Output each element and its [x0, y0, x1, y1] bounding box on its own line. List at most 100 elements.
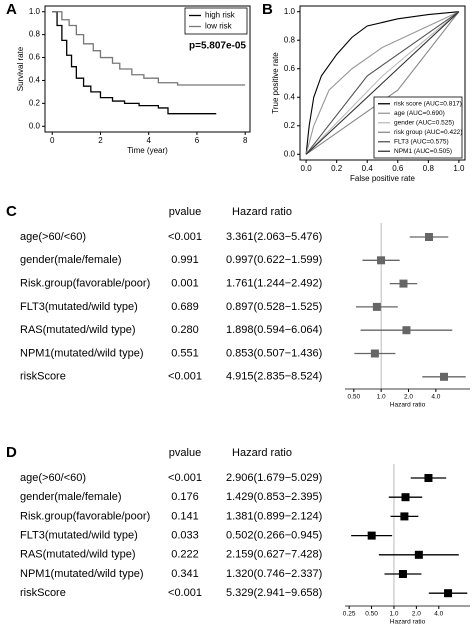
legend-label: risk score (AUC=0.817) — [394, 100, 462, 107]
legend-label: FLT3 (AUC=0.575) — [394, 138, 449, 145]
row-label: riskScore — [20, 587, 66, 599]
hazard-ratio-box — [372, 302, 381, 311]
series-line — [305, 11, 460, 155]
legend-label: high risk — [205, 11, 236, 20]
x-tick-label: 1.0 — [377, 394, 386, 401]
hazard-ratio-label: 4.915(2.835−8.524) — [226, 371, 322, 383]
y-tick-label: 0.8 — [284, 35, 296, 44]
x-tick-label: 4 — [146, 136, 151, 145]
x-tick-label: 0.8 — [423, 164, 435, 173]
legend-box — [184, 7, 248, 35]
legend-label: low risk — [205, 22, 233, 31]
hazard-ratio-label: 1.320(0.746−2.337) — [226, 568, 322, 580]
x-tick-label: 4.0 — [431, 394, 440, 401]
hazard-ratio-label: 1.761(1.244−2.492) — [226, 278, 322, 290]
row-label: FLT3(mutated/wild type) — [20, 301, 138, 313]
hazard-ratio-box — [400, 512, 409, 521]
hazard-ratio-box — [444, 589, 453, 598]
p-value: 0.222 — [171, 549, 199, 561]
panel-label: A — [6, 1, 17, 18]
p-value: <0.001 — [168, 231, 202, 243]
row-label: Risk.group(favorable/poor) — [20, 278, 150, 290]
row-label: gender(male/female) — [20, 491, 122, 503]
x-tick-label: 0.2 — [331, 164, 343, 173]
hazard-ratio-box — [414, 550, 423, 559]
row-label: riskScore — [20, 371, 66, 383]
hazard-ratio-box — [439, 372, 448, 381]
column-header: Hazard ratio — [232, 447, 292, 459]
row-label: NPM1(mutated/wild type) — [20, 347, 144, 359]
hazard-ratio-box — [402, 326, 411, 335]
hazard-ratio-label: 1.381(0.899−2.124) — [226, 510, 322, 522]
p-value: <0.001 — [168, 371, 202, 383]
p-value: <0.001 — [168, 587, 202, 599]
p-value: 0.280 — [171, 324, 199, 336]
row-label: NPM1(mutated/wild type) — [20, 568, 144, 580]
x-tick-label: 0.4 — [362, 164, 374, 173]
x-tick-label: 0.0 — [301, 164, 313, 173]
y-axis-label: True positive rate — [271, 52, 280, 114]
hazard-ratio-box — [401, 493, 410, 502]
x-axis-label: Hazard ratio — [390, 619, 426, 626]
p-value: 0.341 — [171, 568, 199, 580]
row-label: age(>60/<60) — [20, 231, 86, 243]
x-tick-label: 0.50 — [365, 611, 378, 618]
series-line — [52, 11, 246, 86]
p-value: 0.176 — [171, 491, 199, 503]
x-tick-label: 4.0 — [434, 611, 443, 618]
y-tick-label: 0.0 — [29, 121, 41, 130]
x-tick-label: 0.6 — [392, 164, 404, 173]
hazard-ratio-label: 0.502(0.266−0.945) — [226, 530, 322, 542]
plot-frame — [44, 5, 251, 133]
panel-label: B — [262, 1, 273, 18]
row-label: RAS(mutated/wild type) — [20, 324, 136, 336]
y-tick-label: 0.6 — [29, 53, 41, 62]
hazard-ratio-label: 2.159(0.627−7.428) — [226, 549, 322, 561]
column-header: pvalue — [169, 447, 201, 459]
hazard-ratio-box — [370, 349, 379, 358]
row-label: Risk.group(favorable/poor) — [20, 510, 150, 522]
x-axis-label: False positive rate — [350, 174, 415, 183]
y-tick-label: 1.0 — [284, 7, 296, 16]
panel-label: D — [6, 444, 17, 461]
panel-label: C — [6, 203, 17, 220]
p-value-annotation: p=5.807e-05 — [189, 41, 246, 52]
series-line — [52, 11, 217, 115]
x-tick-label: 1.0 — [389, 611, 398, 618]
hazard-ratio-label: 3.361(2.063−5.476) — [226, 231, 322, 243]
x-tick-label: 2.0 — [404, 394, 413, 401]
y-tick-label: 0.0 — [284, 149, 296, 158]
legend-label: gender (AUC=0.525) — [394, 119, 454, 126]
legend-label: NPM1 (AUC=0.505) — [394, 148, 452, 155]
x-tick-label: 0.50 — [347, 394, 360, 401]
x-tick-label: 8 — [243, 136, 248, 145]
x-axis-label: Hazard ratio — [390, 402, 426, 409]
hazard-ratio-box — [398, 570, 407, 578]
y-tick-label: 0.8 — [29, 30, 41, 39]
p-value: 0.001 — [171, 278, 199, 290]
hazard-ratio-box — [399, 279, 408, 288]
hazard-ratio-label: 0.997(0.622−1.599) — [226, 254, 322, 266]
y-tick-label: 0.6 — [284, 64, 296, 73]
row-label: FLT3(mutated/wild type) — [20, 530, 138, 542]
series-line — [305, 11, 459, 155]
x-tick-label: 0 — [50, 136, 55, 145]
series-line — [305, 11, 460, 155]
series-line — [305, 11, 460, 155]
x-tick-label: 0.25 — [343, 611, 356, 618]
row-label: RAS(mutated/wild type) — [20, 549, 136, 561]
series-line — [305, 11, 460, 155]
y-tick-label: 0.4 — [284, 92, 296, 101]
x-tick-label: 6 — [195, 136, 200, 145]
hazard-ratio-label: 1.898(0.594−6.064) — [226, 324, 322, 336]
y-tick-label: 0.2 — [29, 98, 41, 107]
y-axis-label: Survival rate — [16, 46, 25, 91]
x-tick-label: 2.0 — [412, 611, 421, 618]
plot-frame — [299, 5, 466, 161]
x-axis-label: Time (year) — [127, 146, 168, 155]
legend-label: risk group (AUC=0.422) — [394, 129, 462, 136]
column-header: pvalue — [169, 206, 201, 218]
legend-label: age (AUC=0.690) — [394, 110, 445, 117]
